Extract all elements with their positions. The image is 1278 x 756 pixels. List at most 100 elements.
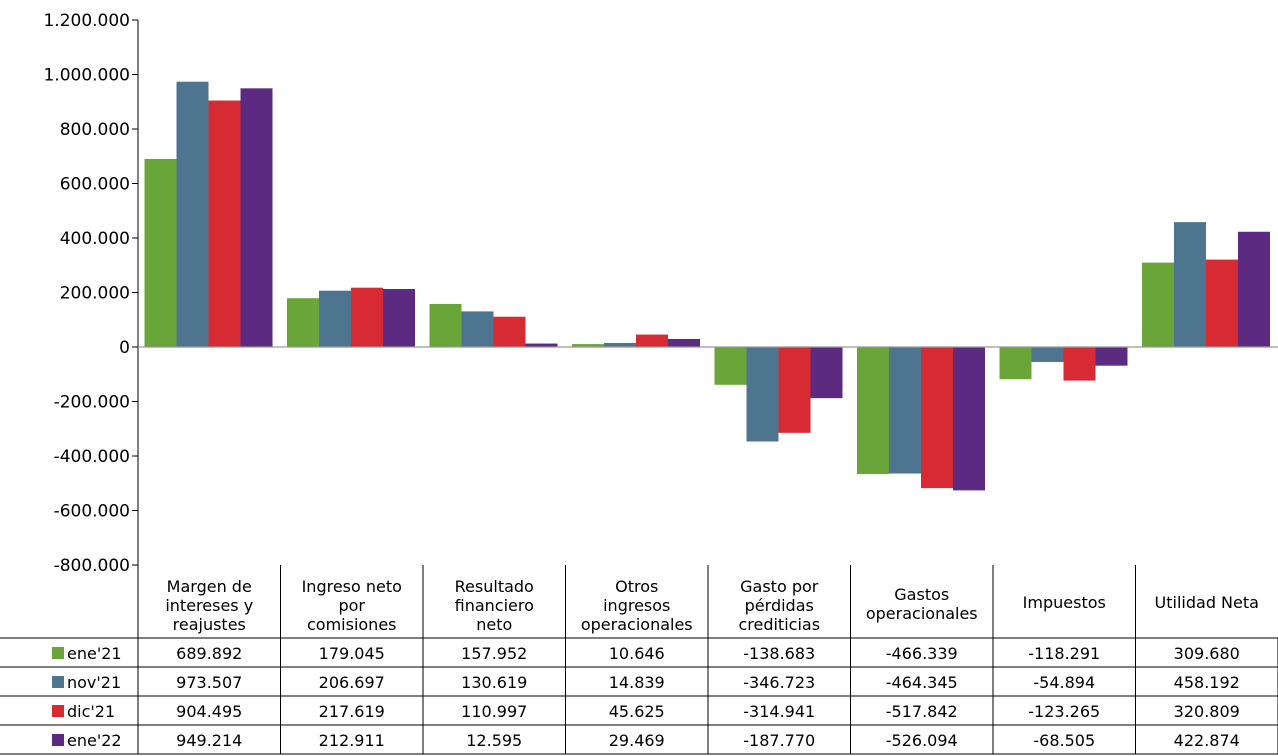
bar <box>746 347 779 442</box>
table-cell: -187.770 <box>743 731 815 750</box>
table-cell: -138.683 <box>743 644 815 663</box>
y-tick-label: 1.200.000 <box>43 11 130 31</box>
table-cell: 309.680 <box>1174 644 1240 663</box>
category-label: Margen de <box>167 577 252 596</box>
y-tick-label: 0 <box>119 338 130 358</box>
y-tick-label: 200.000 <box>60 284 130 304</box>
category-label: Resultado <box>455 577 534 596</box>
category-label: financiero <box>455 596 534 615</box>
bar <box>1174 222 1206 347</box>
legend-swatch <box>52 647 64 659</box>
table-cell: 212.911 <box>319 731 385 750</box>
bar <box>668 338 700 347</box>
table-cell: -54.894 <box>1033 673 1095 692</box>
table-cell: -517.842 <box>886 702 958 721</box>
bar <box>144 159 177 347</box>
category-label: operacionales <box>866 604 978 623</box>
bar <box>714 347 747 385</box>
bar <box>1031 347 1064 362</box>
table-cell: 12.595 <box>466 731 522 750</box>
legend-swatch <box>52 705 64 717</box>
y-tick-label: 600.000 <box>60 175 130 195</box>
table-cell: 973.507 <box>176 673 242 692</box>
bar <box>287 298 319 347</box>
table-cell: -464.345 <box>886 673 958 692</box>
table-cell: -466.339 <box>886 644 958 663</box>
y-tick-label: -600.000 <box>54 502 130 522</box>
bar <box>525 343 558 347</box>
bar <box>889 347 921 474</box>
table-cell: 179.045 <box>319 644 385 663</box>
category-label: Ingreso neto <box>302 577 402 596</box>
table-cell: 458.192 <box>1174 673 1240 692</box>
table-cell: 206.697 <box>319 673 385 692</box>
bar <box>176 81 209 347</box>
bar <box>1206 259 1238 347</box>
y-tick-label: -400.000 <box>54 447 130 467</box>
bar <box>240 88 273 348</box>
category-label: pérdidas <box>745 596 814 615</box>
bar <box>999 347 1032 380</box>
table-cell: -118.291 <box>1028 644 1100 663</box>
bar <box>351 287 383 347</box>
bar <box>319 290 351 347</box>
category-label: Utilidad Neta <box>1155 593 1259 612</box>
category-label: ingresos <box>603 596 670 615</box>
table-cell: 130.619 <box>461 673 527 692</box>
y-tick-label: -200.000 <box>54 393 130 413</box>
legend-swatch <box>52 734 64 746</box>
legend-label: ene'22 <box>67 731 122 750</box>
y-tick-label: -800.000 <box>54 556 130 576</box>
table-cell: 422.874 <box>1174 731 1240 750</box>
bar <box>778 347 811 433</box>
bar <box>810 347 843 399</box>
table-cell: 217.619 <box>319 702 385 721</box>
bar <box>636 334 668 347</box>
category-label: Gastos <box>894 585 949 604</box>
legend-label: nov'21 <box>67 673 121 692</box>
category-label: crediticias <box>738 615 820 634</box>
bar <box>572 344 604 347</box>
table-cell: 689.892 <box>176 644 242 663</box>
y-tick-label: 400.000 <box>60 229 130 249</box>
table-cell: 110.997 <box>461 702 527 721</box>
bar <box>1142 262 1174 347</box>
bar <box>1063 347 1096 381</box>
category-label: operacionales <box>581 615 693 634</box>
legend-label: ene'21 <box>67 644 122 663</box>
legend-label: dic'21 <box>67 702 115 721</box>
category-label: por <box>338 596 365 615</box>
y-tick-label: 800.000 <box>60 120 130 140</box>
table-cell: 10.646 <box>609 644 665 663</box>
table-cell: -123.265 <box>1028 702 1100 721</box>
bar <box>493 316 526 347</box>
legend-swatch <box>52 676 64 688</box>
y-tick-label: 1.000.000 <box>43 66 130 86</box>
table-cell: 949.214 <box>176 731 242 750</box>
bar <box>429 303 462 347</box>
table-cell: 29.469 <box>609 731 665 750</box>
table-cell: -526.094 <box>886 731 958 750</box>
bar <box>953 347 985 491</box>
bar <box>1095 347 1128 366</box>
category-label: Otros <box>615 577 658 596</box>
table-cell: 904.495 <box>176 702 242 721</box>
category-label: reajustes <box>173 615 246 634</box>
category-label: Impuestos <box>1023 593 1106 612</box>
table-cell: 157.952 <box>461 644 527 663</box>
table-cell: 45.625 <box>609 702 665 721</box>
bar <box>1238 231 1270 347</box>
bar <box>208 100 241 347</box>
category-label: neto <box>476 615 512 634</box>
bar <box>604 342 636 347</box>
bar <box>461 311 494 347</box>
table-cell: 14.839 <box>609 673 665 692</box>
category-label: comisiones <box>307 615 397 634</box>
category-label: Gasto por <box>740 577 819 596</box>
table-cell: 320.809 <box>1174 702 1240 721</box>
table-cell: -346.723 <box>743 673 815 692</box>
bar <box>921 347 953 489</box>
bar <box>383 288 415 347</box>
category-label: intereses y <box>165 596 253 615</box>
